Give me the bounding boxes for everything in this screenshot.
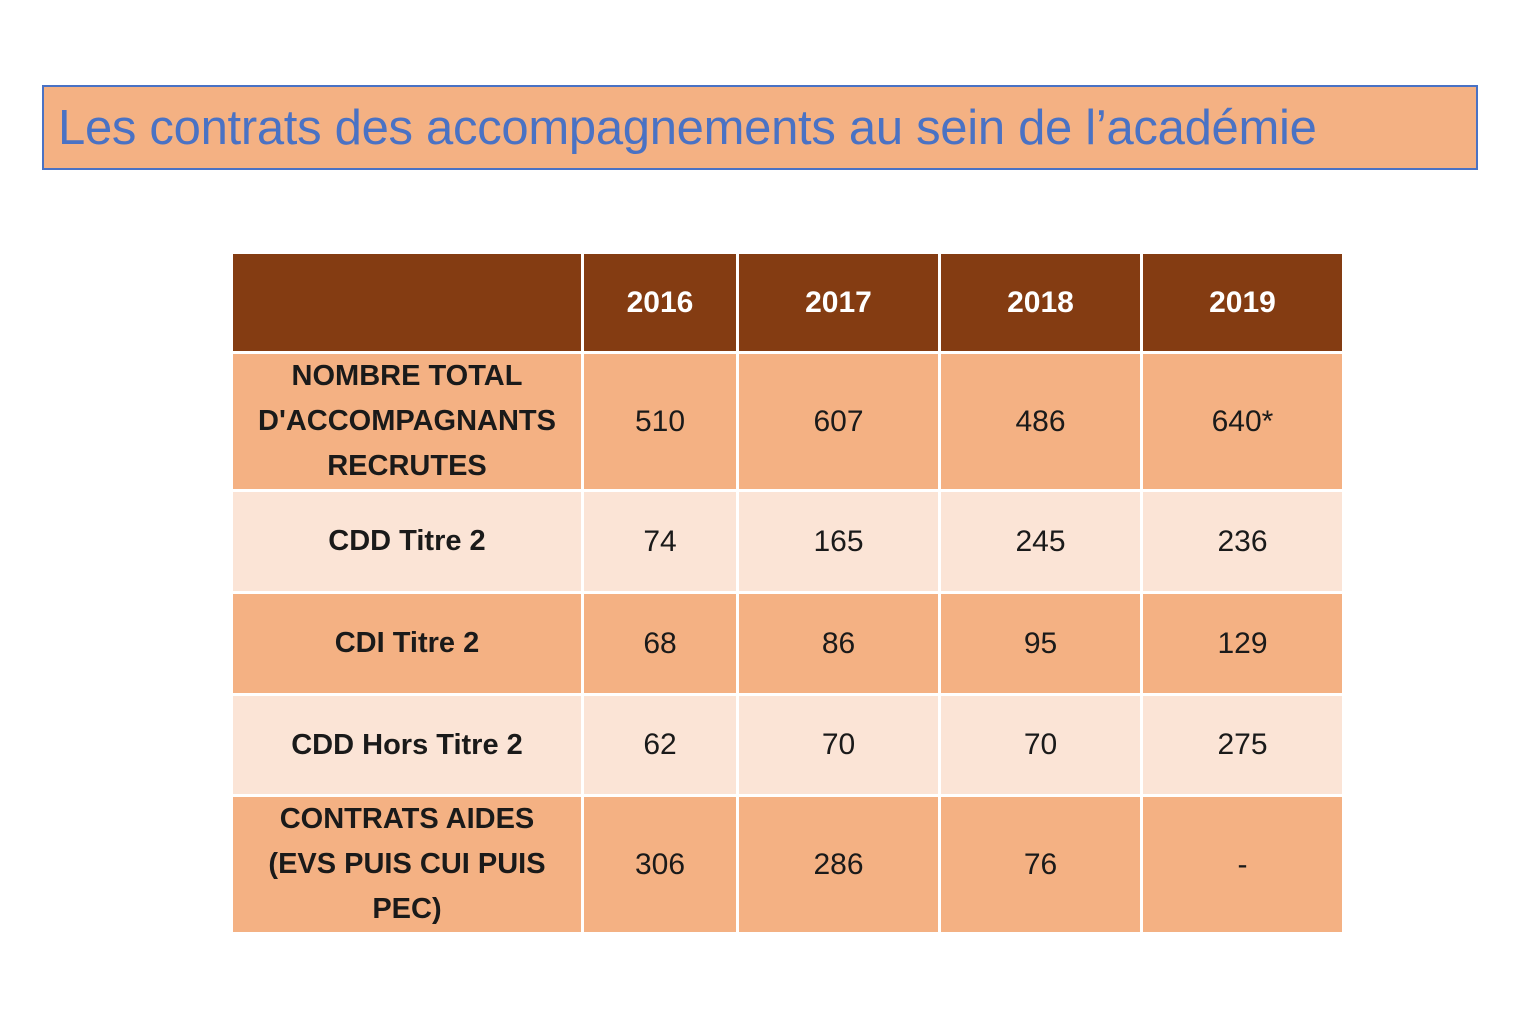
table-cell: 286 — [739, 797, 938, 932]
row-label-line: CDD Titre 2 — [328, 525, 486, 557]
row-label-line: PEC) — [372, 893, 442, 925]
table-cell: 510 — [584, 354, 736, 489]
table-cell: 306 — [584, 797, 736, 932]
row-label: CONTRATS AIDES (EVS PUIS CUI PUIS PEC) — [233, 797, 581, 932]
row-label-line: D'ACCOMPAGNANTS — [258, 405, 556, 437]
table-cell: 76 — [941, 797, 1140, 932]
table-cell: 607 — [739, 354, 938, 489]
table-cell: 86 — [739, 594, 938, 693]
table-cell: 62 — [584, 696, 736, 794]
row-label-line: NOMBRE TOTAL — [291, 360, 523, 392]
header-cell-year: 2019 — [1143, 254, 1342, 351]
table-cell: 486 — [941, 354, 1140, 489]
table-cell: 129 — [1143, 594, 1342, 693]
table-cell: 70 — [739, 696, 938, 794]
title-box: Les contrats des accompagnements au sein… — [42, 85, 1478, 170]
table-cell: 70 — [941, 696, 1140, 794]
row-label-line: CDI Titre 2 — [334, 627, 480, 659]
table-row: CDD Hors Titre 2 62 70 70 275 — [233, 696, 1342, 794]
header-cell-year: 2016 — [584, 254, 736, 351]
header-cell-year: 2018 — [941, 254, 1140, 351]
table-row: CDD Titre 2 74 165 245 236 — [233, 492, 1342, 591]
table-cell: 74 — [584, 492, 736, 591]
table-header-row: 2016 2017 2018 2019 — [233, 254, 1342, 351]
slide-title: Les contrats des accompagnements au sein… — [58, 100, 1317, 155]
table-row: NOMBRE TOTAL D'ACCOMPAGNANTS RECRUTES 51… — [233, 354, 1342, 489]
row-label: CDD Hors Titre 2 — [233, 696, 581, 794]
header-cell-year: 2017 — [739, 254, 938, 351]
row-label: CDI Titre 2 — [233, 594, 581, 693]
table-cell: 245 — [941, 492, 1140, 591]
row-label-line: RECRUTES — [327, 450, 487, 482]
table-cell: 275 — [1143, 696, 1342, 794]
row-label-line: CDD Hors Titre 2 — [291, 728, 523, 761]
table-cell: 165 — [739, 492, 938, 591]
table-cell: 95 — [941, 594, 1140, 693]
table-cell: - — [1143, 797, 1342, 932]
contracts-table: 2016 2017 2018 2019 NOMBRE TOTAL D'ACCOM… — [230, 251, 1345, 935]
table-row: CONTRATS AIDES (EVS PUIS CUI PUIS PEC) 3… — [233, 797, 1342, 932]
row-label: NOMBRE TOTAL D'ACCOMPAGNANTS RECRUTES — [233, 354, 581, 489]
row-label-line: CONTRATS AIDES — [279, 803, 535, 835]
row-label: CDD Titre 2 — [233, 492, 581, 591]
table-cell: 640* — [1143, 354, 1342, 489]
header-cell-empty — [233, 254, 581, 351]
contracts-table-container: 2016 2017 2018 2019 NOMBRE TOTAL D'ACCOM… — [233, 254, 1344, 932]
table-cell: 68 — [584, 594, 736, 693]
table-row: CDI Titre 2 68 86 95 129 — [233, 594, 1342, 693]
table-cell: 236 — [1143, 492, 1342, 591]
row-label-line: (EVS PUIS CUI PUIS — [268, 848, 546, 880]
